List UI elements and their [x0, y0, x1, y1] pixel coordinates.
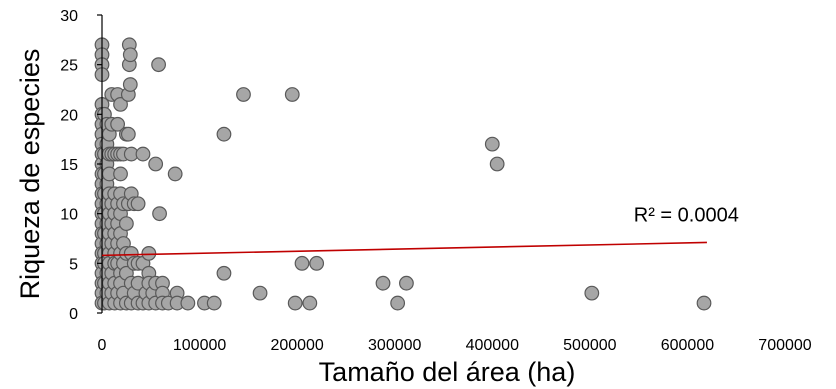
data-point — [584, 285, 600, 301]
data-point — [287, 295, 303, 311]
x-axis-ticks: 0 100000 200000 300000 400000 500000 600000 700… — [98, 337, 812, 354]
data-point — [113, 96, 128, 112]
data-point — [118, 216, 134, 232]
data-point — [130, 196, 146, 212]
y-tick-label: 20 — [60, 107, 78, 124]
y-axis-title: Riqueza de especies — [15, 49, 45, 300]
r-squared-label: R² = 0.0004 — [634, 205, 739, 227]
data-point — [294, 255, 310, 271]
y-axis-ticks: 0 5 10 15 20 25 30 — [60, 8, 102, 323]
data-point — [110, 116, 126, 132]
x-tick-label: 100000 — [173, 337, 226, 354]
x-tick-label: 200000 — [270, 337, 323, 354]
data-point — [148, 156, 164, 172]
data-point — [302, 295, 318, 311]
data-point — [135, 146, 151, 162]
data-point — [216, 126, 232, 142]
data-point — [122, 47, 138, 63]
data-point — [236, 87, 251, 102]
data-point — [122, 77, 138, 92]
x-tick-label: 500000 — [563, 337, 616, 354]
y-tick-label: 0 — [69, 306, 78, 323]
data-point — [696, 295, 712, 311]
data-point — [390, 295, 406, 311]
y-tick-label: 5 — [69, 256, 78, 273]
data-point — [309, 255, 325, 271]
data-point — [484, 136, 500, 152]
data-point — [113, 166, 128, 182]
trendline — [101, 241, 707, 257]
y-tick-label: 15 — [60, 157, 78, 174]
data-point — [152, 206, 167, 222]
y-tick-label: 30 — [60, 8, 78, 25]
data-point — [120, 126, 136, 142]
data-point — [252, 285, 268, 301]
x-tick-label: 300000 — [368, 337, 421, 354]
data-point — [284, 87, 300, 102]
data-point — [399, 275, 414, 291]
data-point — [216, 265, 232, 281]
data-point — [206, 295, 222, 311]
x-tick-label: 600000 — [661, 337, 714, 354]
data-point — [180, 295, 196, 311]
data-point — [141, 245, 157, 261]
x-tick-label: 700000 — [758, 337, 811, 354]
y-tick-label: 25 — [60, 58, 78, 75]
x-tick-label: 0 — [98, 337, 107, 354]
data-points — [94, 37, 712, 311]
data-point — [167, 166, 183, 182]
y-tick-label: 10 — [60, 207, 78, 224]
x-tick-label: 400000 — [466, 337, 519, 354]
data-point — [489, 156, 505, 172]
data-point — [375, 275, 391, 291]
data-point — [151, 57, 166, 73]
x-axis-title: Tamaño del área (ha) — [319, 357, 576, 387]
